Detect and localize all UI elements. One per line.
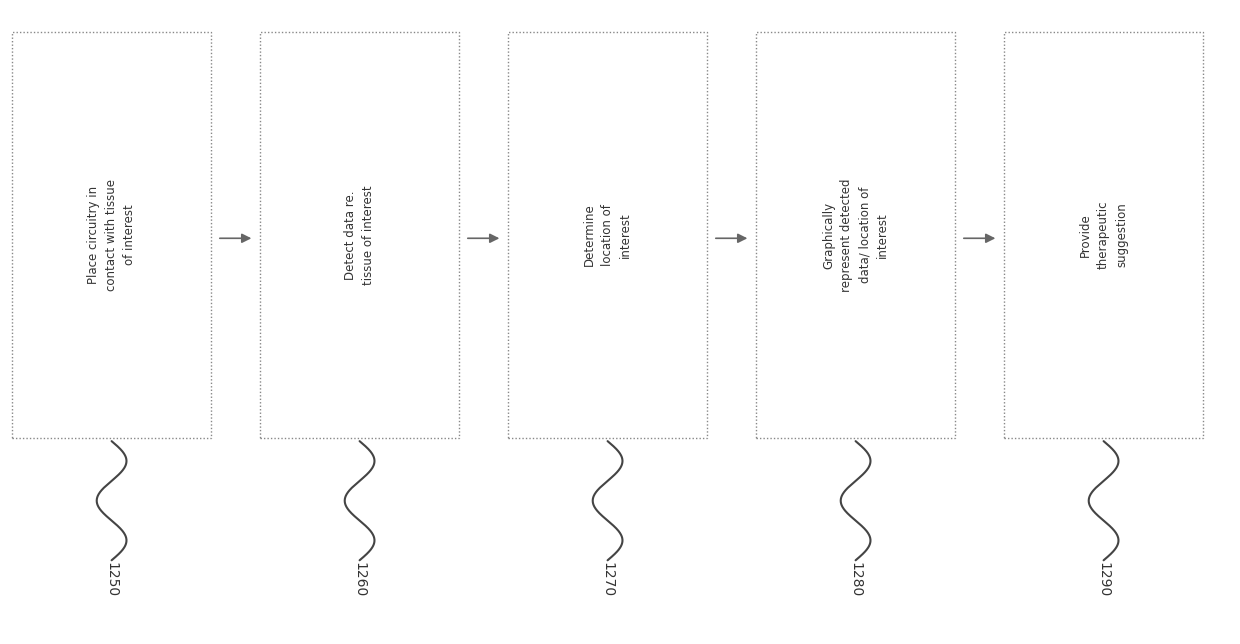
Text: Detect data re.
tissue of interest: Detect data re. tissue of interest bbox=[343, 185, 374, 285]
Text: 1290: 1290 bbox=[1096, 562, 1111, 597]
FancyBboxPatch shape bbox=[756, 32, 955, 438]
Text: Place circuitry in
contact with tissue
of interest: Place circuitry in contact with tissue o… bbox=[87, 179, 136, 291]
FancyBboxPatch shape bbox=[1004, 32, 1203, 438]
FancyBboxPatch shape bbox=[508, 32, 707, 438]
FancyBboxPatch shape bbox=[260, 32, 459, 438]
Text: 1250: 1250 bbox=[104, 562, 119, 597]
Text: 1270: 1270 bbox=[600, 562, 615, 597]
Text: Provide
therapeutic
suggestion: Provide therapeutic suggestion bbox=[1079, 201, 1128, 269]
Text: 1260: 1260 bbox=[352, 562, 367, 597]
Text: 1280: 1280 bbox=[848, 562, 863, 597]
Text: Graphically
represent detected
data/ location of
interest: Graphically represent detected data/ loc… bbox=[822, 178, 889, 292]
FancyBboxPatch shape bbox=[12, 32, 211, 438]
Text: Determine
location of
interest: Determine location of interest bbox=[583, 204, 632, 267]
